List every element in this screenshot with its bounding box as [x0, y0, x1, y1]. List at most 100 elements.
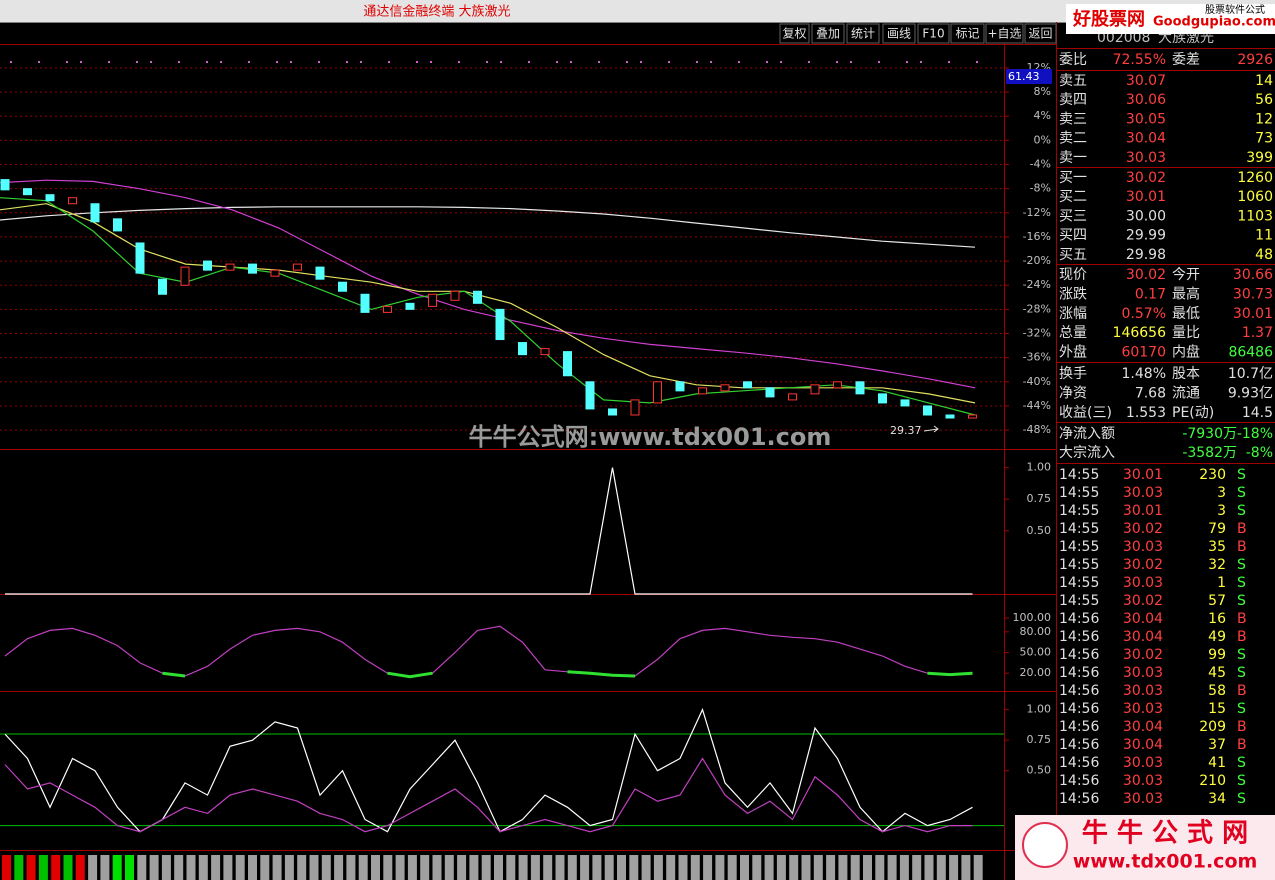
quote-text: 399 [1246, 150, 1273, 166]
strip-bar [444, 855, 454, 880]
toolbar-button[interactable] [1024, 23, 1057, 44]
quote-text: B [1237, 539, 1247, 555]
strip-bar [211, 855, 221, 880]
quote-text: 卖五 [1059, 73, 1087, 89]
quote-text: 1060 [1237, 189, 1273, 205]
quote-text: 30.01 [1123, 503, 1163, 519]
toolbar-button[interactable] [985, 23, 1024, 44]
signal-dot [360, 61, 362, 63]
quote-text: 30.66 [1233, 267, 1273, 283]
strip-bar [26, 855, 36, 880]
price-tag: 61.43 [1008, 70, 1040, 83]
strip-bar [334, 855, 344, 880]
toolbar-label[interactable]: 返回 [1028, 27, 1052, 41]
strip-bar [518, 855, 528, 880]
candle [923, 405, 932, 416]
quote-text: 30.03 [1123, 755, 1163, 771]
quote-text: 最低 [1172, 306, 1200, 322]
toolbar-button[interactable] [882, 23, 916, 44]
strip-bar [506, 855, 516, 880]
strip-bar [887, 855, 897, 880]
strip-bar [149, 855, 159, 880]
quote-text: 30.05 [1126, 111, 1166, 127]
quote-text: 涨跌 [1059, 286, 1087, 302]
strip-bar [63, 855, 73, 880]
quote-text: 委差 [1172, 52, 1200, 68]
candle [293, 263, 302, 271]
quote-text: 11 [1255, 228, 1273, 244]
candle [270, 269, 280, 277]
y-tick-label: -36% [1023, 351, 1051, 364]
quote-text: 30.02 [1126, 267, 1166, 283]
strip-bar [936, 855, 946, 880]
signal-dot [836, 61, 838, 63]
quote-text: 30.00 [1126, 208, 1166, 224]
y-tick-label: -32% [1023, 327, 1051, 340]
quote-text: S [1237, 575, 1246, 591]
candle [180, 266, 190, 286]
y-tick-label: -24% [1023, 278, 1051, 291]
strip-bar [973, 855, 983, 880]
quote-text: 股本 [1172, 366, 1200, 382]
strip-bar [617, 855, 626, 880]
candle [698, 387, 707, 395]
quote-text: -7930万 [1182, 426, 1237, 442]
signal-dot [430, 61, 432, 63]
strip-bar [395, 855, 405, 880]
quote-text: S [1237, 773, 1246, 789]
signal-dot [416, 61, 418, 63]
toolbar-label[interactable]: 复权 [782, 27, 806, 41]
series-line [5, 467, 973, 595]
toolbar-label[interactable]: F10 [922, 27, 944, 41]
quote-text: 12 [1255, 111, 1273, 127]
candle [473, 290, 482, 304]
quote-text: 30.03 [1123, 485, 1163, 501]
signal-dot [976, 61, 978, 63]
title-bar [0, 0, 1275, 22]
toolbar-label[interactable]: 统计 [851, 27, 875, 41]
toolbar-button[interactable] [779, 23, 810, 44]
logo-icon [1022, 822, 1068, 868]
quote-text: 14:56 [1059, 791, 1099, 807]
quote-text: 146656 [1113, 325, 1167, 341]
strip-bar [850, 855, 860, 880]
signal-dot [500, 61, 502, 63]
quote-text: 总量 [1059, 325, 1087, 341]
logo-text: 牛 牛 公 式 网 [1082, 819, 1248, 849]
candle [788, 393, 797, 401]
quote-text: 30.04 [1123, 629, 1163, 645]
toolbar-label[interactable]: +自选 [987, 27, 1021, 41]
toolbar-button[interactable] [950, 23, 985, 44]
quote-text: 净流入额 [1059, 426, 1115, 442]
quote-text: 30.03 [1123, 791, 1163, 807]
quote-text: 30.03 [1123, 575, 1163, 591]
quote-text: 买四 [1059, 228, 1087, 244]
toolbar-label[interactable]: 标记 [955, 27, 979, 41]
quote-text: 16 [1208, 611, 1226, 627]
strip-bar [174, 855, 184, 880]
quote-text: 3 [1217, 485, 1226, 501]
strip-bar [75, 855, 85, 880]
quote-text: 30.04 [1123, 719, 1163, 735]
low-arrow [923, 425, 939, 433]
strip-bar [38, 855, 48, 880]
candle [248, 263, 257, 274]
quote-text: 14:56 [1059, 647, 1099, 663]
signal-dot [906, 61, 908, 63]
signal-dot [738, 61, 740, 63]
toolbar-button[interactable] [811, 23, 845, 44]
toolbar-button[interactable] [846, 23, 880, 44]
candle [518, 342, 527, 356]
signal-dot [248, 61, 250, 63]
quote-text: 230 [1199, 467, 1226, 483]
toolbar-label[interactable]: 叠加 [816, 27, 840, 41]
quote-text: 30.03 [1123, 539, 1163, 555]
strip-bar [703, 855, 713, 880]
toolbar-button[interactable] [917, 23, 950, 44]
signal-dot [808, 61, 810, 63]
watermark-box [1066, 4, 1275, 34]
y-tick-label: 4% [1034, 109, 1051, 122]
quote-text: 79 [1208, 521, 1226, 537]
toolbar-label[interactable]: 画线 [887, 27, 911, 41]
quote-text: 72.55% [1113, 52, 1166, 68]
